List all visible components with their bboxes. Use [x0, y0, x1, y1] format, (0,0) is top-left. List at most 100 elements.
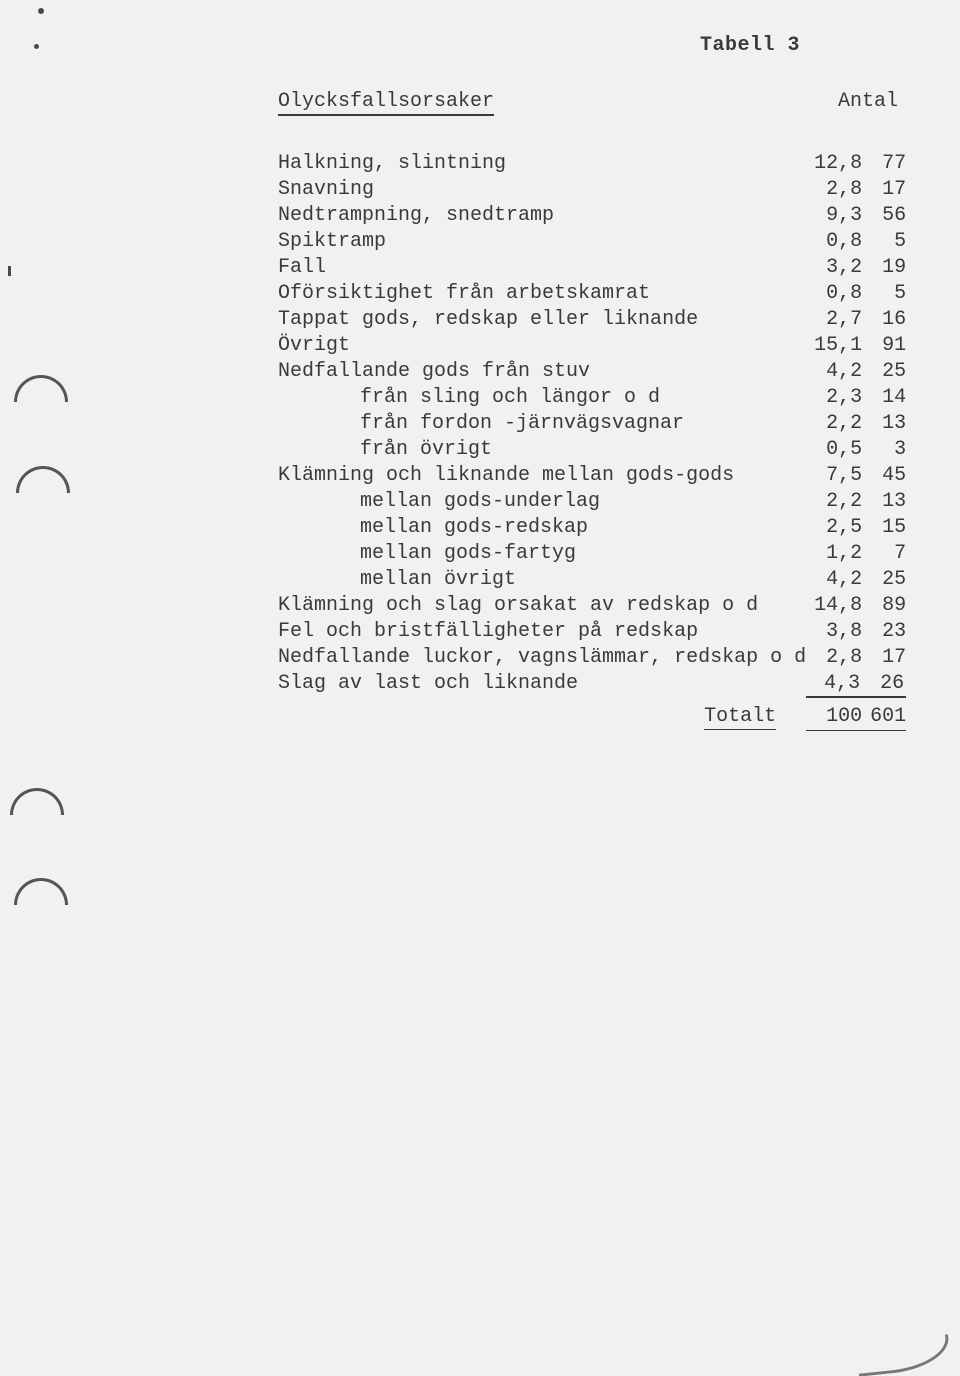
header-spacer [494, 90, 818, 116]
cause-label: Övrigt [278, 332, 806, 358]
scanned-page: Tabell 3 Olycksfallsorsaker Antal Halkni… [0, 0, 960, 1376]
cause-label: Nedtrampning, snedtramp [278, 202, 806, 228]
table-header-row: Olycksfallsorsaker Antal [278, 90, 898, 116]
header-causes: Olycksfallsorsaker [278, 90, 494, 116]
binder-mark-icon [14, 375, 68, 402]
cause-label: Klämning och slag orsakat av redskap o d [278, 592, 806, 618]
table-row: Tappat gods, redskap eller liknande2,716 [278, 306, 906, 332]
table-row: Oförsiktighet från arbetskamrat0,85 [278, 280, 906, 306]
binder-mark-icon [16, 466, 70, 493]
cause-count: 13 [862, 410, 906, 436]
binder-mark-icon [10, 788, 64, 815]
cause-count: 25 [862, 358, 906, 384]
cause-count: 17 [862, 176, 906, 202]
cause-label: mellan övrigt [278, 566, 806, 592]
cause-percent: 4,2 [806, 358, 862, 384]
table-row: Nedtrampning, snedtramp9,356 [278, 202, 906, 228]
cause-count: 3 [862, 436, 906, 462]
cause-label: Fall [278, 254, 806, 280]
cause-label: Spiktramp [278, 228, 806, 254]
table-row: Fall3,219 [278, 254, 906, 280]
cause-percent: 2,2 [806, 488, 862, 514]
cause-label: Oförsiktighet från arbetskamrat [278, 280, 806, 306]
cause-count: 91 [862, 332, 906, 358]
scan-artifact-tick [8, 266, 11, 276]
cause-count: 17 [862, 644, 906, 670]
cause-label: mellan gods-fartyg [278, 540, 806, 566]
table-row: mellan gods-redskap2,515 [278, 514, 906, 540]
cause-percent: 14,8 [806, 592, 862, 618]
table-row: mellan övrigt4,225 [278, 566, 906, 592]
cause-label: mellan gods-redskap [278, 514, 806, 540]
total-percent: 100 [806, 699, 862, 730]
table-row: mellan gods-fartyg1,27 [278, 540, 906, 566]
cause-percent: 2,8 [806, 644, 862, 670]
cause-count: 19 [862, 254, 906, 280]
cause-label: Halkning, slintning [278, 150, 806, 176]
cause-percent: 3,8 [806, 618, 862, 644]
cause-percent: 2,8 [806, 176, 862, 202]
cause-label: Tappat gods, redskap eller liknande [278, 306, 806, 332]
table-row: Fel och bristfälligheter på redskap3,823 [278, 618, 906, 644]
cause-count: 89 [862, 592, 906, 618]
cause-count: 56 [862, 202, 906, 228]
cause-label: Nedfallande luckor, vagnslämmar, redskap… [278, 644, 806, 670]
table-row: Nedfallande luckor, vagnslämmar, redskap… [278, 644, 906, 670]
cause-count: 45 [862, 462, 906, 488]
cause-percent: 2,3 [806, 384, 862, 410]
cause-label: mellan gods-underlag [278, 488, 806, 514]
cause-label: från fordon -järnvägsvagnar [278, 410, 806, 436]
scan-artifact-dot [38, 8, 44, 14]
cause-count: 23 [862, 618, 906, 644]
cause-percent: 12,8 [806, 150, 862, 176]
cause-count: 26 [862, 670, 906, 699]
cause-count: 13 [862, 488, 906, 514]
cause-percent: 0,5 [806, 436, 862, 462]
binder-mark-icon [14, 878, 68, 905]
cause-count: 7 [862, 540, 906, 566]
causes-table-body: Halkning, slintning12,877Snavning2,817Ne… [278, 150, 906, 730]
cause-label: Snavning [278, 176, 806, 202]
table-number: Tabell 3 [700, 34, 800, 57]
table-row: från fordon -järnvägsvagnar2,213 [278, 410, 906, 436]
cause-count: 16 [862, 306, 906, 332]
cause-count: 14 [862, 384, 906, 410]
table-row: från övrigt0,53 [278, 436, 906, 462]
cause-label: Slag av last och liknande [278, 670, 806, 699]
table-row: från sling och längor o d2,314 [278, 384, 906, 410]
cause-percent: 2,2 [806, 410, 862, 436]
table-row: mellan gods-underlag2,213 [278, 488, 906, 514]
cause-label: Klämning och liknande mellan gods-gods [278, 462, 806, 488]
cause-label: Nedfallande gods från stuv [278, 358, 806, 384]
cause-percent: 0,8 [806, 228, 862, 254]
cause-percent: 9,3 [806, 202, 862, 228]
table-row: Klämning och slag orsakat av redskap o d… [278, 592, 906, 618]
table-row: Slag av last och liknande4,326 [278, 670, 906, 699]
cause-count: 5 [862, 228, 906, 254]
cause-percent: 4,2 [806, 566, 862, 592]
cause-count: 77 [862, 150, 906, 176]
cause-label: Fel och bristfälligheter på redskap [278, 618, 806, 644]
cause-percent: 0,8 [806, 280, 862, 306]
total-count: 601 [862, 699, 906, 730]
header-count: Antal [818, 90, 898, 116]
cause-label: från sling och längor o d [278, 384, 806, 410]
cause-percent: 4,3 [806, 670, 862, 699]
table-content-block: Olycksfallsorsaker Antal Halkning, slint… [278, 90, 898, 731]
table-row: Snavning2,817 [278, 176, 906, 202]
total-label: Totalt [278, 699, 806, 730]
cause-percent: 1,2 [806, 540, 862, 566]
scan-artifact-dot [34, 44, 39, 49]
table-row: Halkning, slintning12,877 [278, 150, 906, 176]
cause-count: 25 [862, 566, 906, 592]
cause-percent: 15,1 [806, 332, 862, 358]
table-row: Spiktramp0,85 [278, 228, 906, 254]
causes-table: Halkning, slintning12,877Snavning2,817Ne… [278, 150, 906, 731]
cause-count: 15 [862, 514, 906, 540]
cause-percent: 7,5 [806, 462, 862, 488]
table-total-row: Totalt100601 [278, 699, 906, 730]
table-row: Klämning och liknande mellan gods-gods7,… [278, 462, 906, 488]
table-row: Övrigt15,191 [278, 332, 906, 358]
cause-count: 5 [862, 280, 906, 306]
cause-percent: 3,2 [806, 254, 862, 280]
